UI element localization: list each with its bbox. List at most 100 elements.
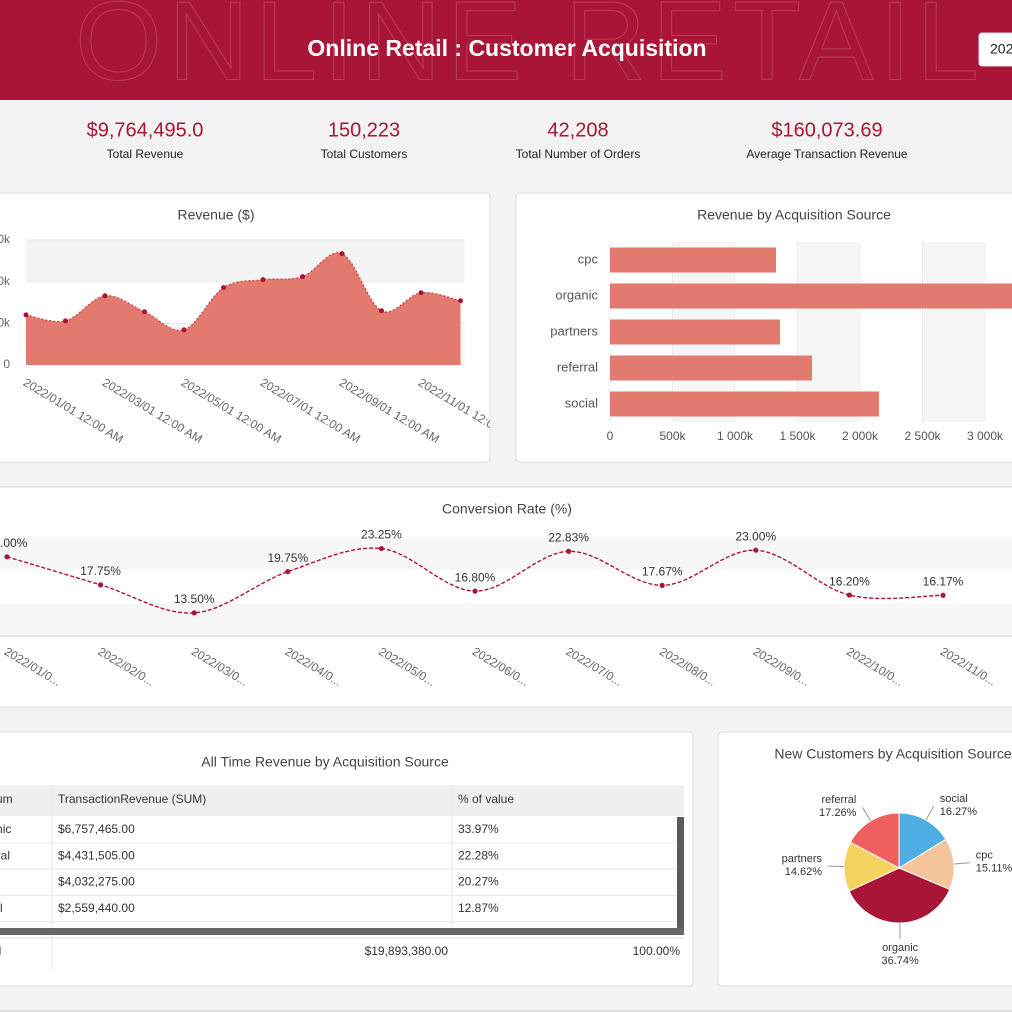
data-label: 19.75% <box>267 551 308 565</box>
column-header: TransactionRevenue (SUM) <box>58 792 206 806</box>
area <box>26 252 461 365</box>
pie-slice <box>897 838 955 891</box>
x-tick-label: 2 500k <box>904 429 941 443</box>
x-tick-label: 1 000k <box>717 429 754 443</box>
pie-slice <box>843 841 901 892</box>
bar <box>610 355 812 381</box>
y-tick-label: organic <box>555 287 598 302</box>
bar <box>610 391 879 417</box>
slice-label: cpc <box>976 850 994 862</box>
kpi-label: Average Transaction Revenue <box>746 147 908 161</box>
y-tick-label: 0 <box>3 357 10 371</box>
point <box>846 592 853 598</box>
point <box>753 547 759 553</box>
pie-slice <box>898 812 947 869</box>
point <box>566 548 572 554</box>
y-tick-label: referral <box>557 359 598 374</box>
point <box>102 293 108 299</box>
data-label: 17.67% <box>642 565 683 579</box>
bar <box>610 319 780 345</box>
pie-slice <box>849 812 900 869</box>
data-label: 13.50% <box>174 592 215 606</box>
point <box>191 610 197 616</box>
point <box>23 312 29 318</box>
table-cell: 20.27% <box>458 875 499 889</box>
chart-title: Revenue by Acquisition Source <box>697 207 891 223</box>
y-tick-label: social <box>565 395 598 410</box>
point <box>300 274 305 280</box>
table-header <box>0 785 684 816</box>
point <box>379 308 384 314</box>
year-selector[interactable] <box>978 32 1012 67</box>
point <box>378 545 384 552</box>
kpi-label: Total Revenue <box>107 147 184 161</box>
footer-line <box>0 1010 1012 1012</box>
table-cell: $2,559,440.00 <box>58 901 135 915</box>
point <box>458 298 463 304</box>
point <box>221 285 226 291</box>
vertical-scrollbar <box>677 817 684 928</box>
kpi-value: $9,764,495.0 <box>87 119 204 141</box>
data-label: 23.25% <box>361 528 402 542</box>
x-tick-label: 1 500k <box>779 429 816 443</box>
table-body: organic $6,757,465.00 33.97% referral $4,431… <box>0 822 677 941</box>
pie-slice <box>848 867 951 924</box>
chart-title: New Customers by Acquisition Source <box>774 746 1012 762</box>
slice-value: 17.26% <box>819 807 857 819</box>
header-bar <box>0 0 1012 100</box>
table-title: All Time Revenue by Acquisition Source <box>201 754 449 770</box>
chart-title: Conversion Rate (%) <box>442 501 572 517</box>
data-label: 22.83% <box>548 530 589 544</box>
table-cell: referral <box>0 848 10 862</box>
data-label: 22.00% <box>0 536 28 550</box>
chart-title: Revenue ($) <box>177 207 254 223</box>
leader-line <box>925 805 935 821</box>
point <box>418 290 424 296</box>
leader-line <box>953 862 970 865</box>
point <box>4 554 10 560</box>
point <box>142 309 147 315</box>
table-cell: organic <box>0 822 11 836</box>
point <box>98 582 104 588</box>
data-label: 17.75% <box>80 564 121 578</box>
kpi-value: 150,223 <box>328 119 400 141</box>
slice-value: 14.62% <box>785 866 823 878</box>
point <box>63 318 68 324</box>
table-cell: 33.97% <box>458 822 499 836</box>
kpi-label: Total Customers <box>321 147 408 161</box>
slice-label: social <box>940 793 968 805</box>
year-selector-value[interactable]: 2022 <box>990 41 1012 57</box>
y-tick-label: partners <box>550 323 598 338</box>
grid-band <box>922 242 985 422</box>
point <box>260 277 266 283</box>
point <box>472 588 478 594</box>
slice-value: 36.74% <box>881 955 919 967</box>
table-cell: $4,431,505.00 <box>58 848 135 862</box>
data-label: 16.80% <box>455 570 496 584</box>
point <box>659 582 665 588</box>
x-tick-label: 0 <box>607 429 614 443</box>
slice-label: referral <box>822 794 857 806</box>
y-tick-label: 1 000k <box>0 274 11 288</box>
x-tick-label: 3 000k <box>967 429 1004 443</box>
table-cell: $4,032,275.00 <box>58 875 135 889</box>
page-title: Online Retail : Customer Acquisition <box>307 35 706 61</box>
column-header: % of value <box>458 792 514 806</box>
slice-label: organic <box>882 942 919 954</box>
table-cell: $2,112,695.00 <box>58 927 134 941</box>
leader-line <box>861 806 872 822</box>
y-tick-label: 500k <box>0 316 11 330</box>
point <box>181 327 187 333</box>
slice-label: partners <box>782 853 823 865</box>
data-label: 23.00% <box>735 529 776 543</box>
bar <box>610 283 1012 309</box>
table-cell: 12.87% <box>458 901 499 915</box>
table-cell: partners <box>0 927 16 941</box>
table-cell: $6,757,465.00 <box>58 822 135 836</box>
y-tick-label: 1 500k <box>0 232 11 246</box>
data-label: 16.17% <box>923 574 964 588</box>
kpi-value: $160,073.69 <box>771 119 882 141</box>
table-cell: 22.28% <box>458 848 499 862</box>
